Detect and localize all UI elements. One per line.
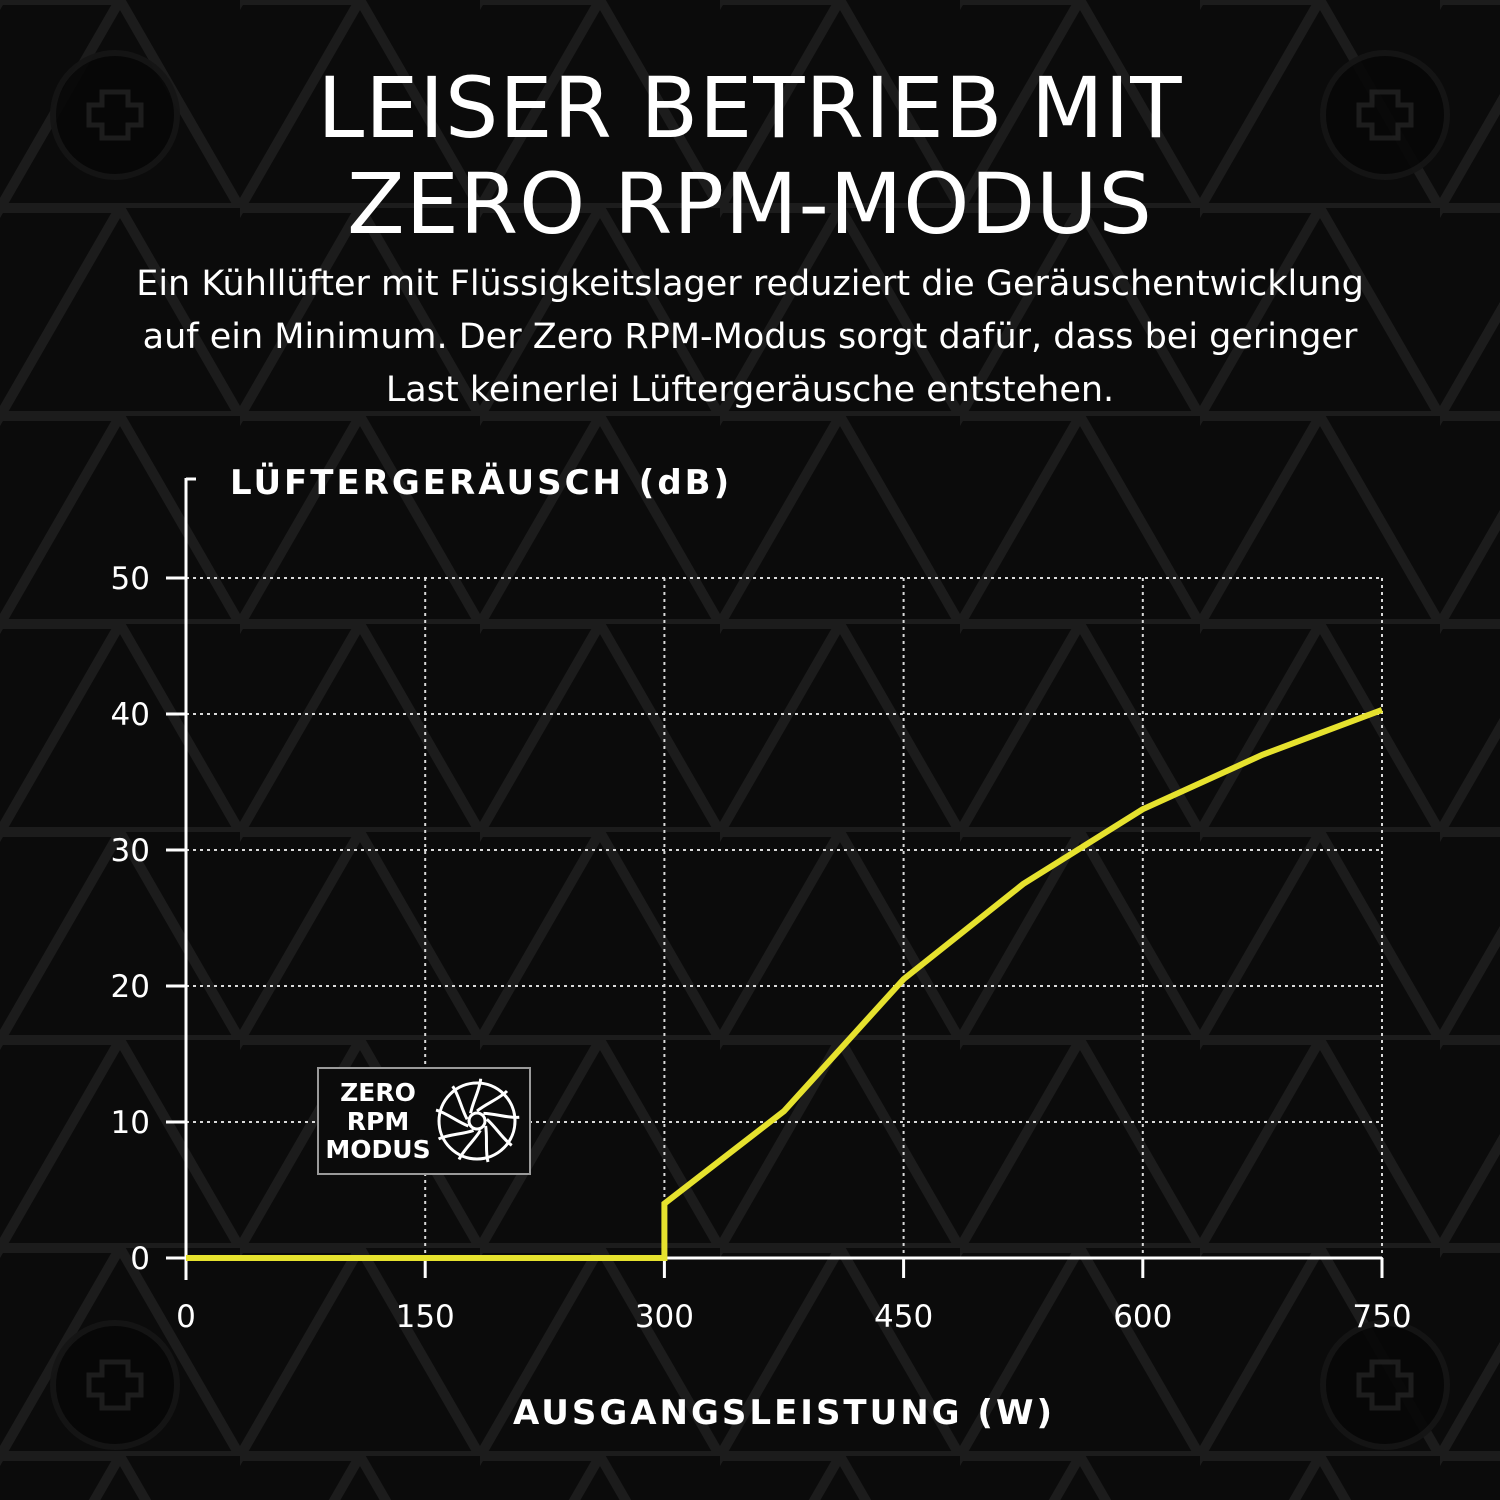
fan-blade [435, 1108, 469, 1128]
series [186, 707, 1384, 1261]
grid [186, 577, 1383, 1258]
x-tick-label: 300 [635, 1299, 694, 1335]
y-axis-title: LÜFTERGERÄUSCH (dB) [230, 462, 732, 503]
x-tick-label: 0 [176, 1299, 196, 1335]
x-tick-label: 450 [874, 1299, 933, 1335]
tick-labels: 0 10 20 30 40 50 0 150 300 450 600 750 [111, 561, 1412, 1335]
description-line-1: Ein Kühllüfter mit Flüssigkeitslager red… [136, 264, 1364, 304]
y-tick-label: 10 [111, 1105, 150, 1141]
headline-line-2: ZERO RPM-MODUS [347, 155, 1153, 253]
x-tick-label: 600 [1113, 1299, 1172, 1335]
y-tick-label: 20 [111, 969, 150, 1005]
screw-icon [1320, 1320, 1450, 1450]
headline-line-1: LEISER BETRIEB MIT [317, 59, 1183, 157]
fan-blade [483, 1111, 520, 1119]
fan-blade [485, 1118, 513, 1147]
fan-blade [484, 1125, 490, 1163]
fan-blade [437, 1128, 475, 1141]
screw-icon [50, 1320, 180, 1450]
x-axis-title: AUSGANGSLEISTUNG (W) [513, 1393, 1055, 1433]
y-tick-label: 50 [111, 561, 150, 597]
screw-icon [1320, 50, 1450, 180]
description-line-3: Last keinerlei Lüftergeräusche entstehen… [385, 370, 1115, 410]
zero-rpm-badge: ZERO RPM MODUS [317, 1067, 531, 1175]
fan-blade [476, 1089, 509, 1113]
description-line-2: auf ein Minimum. Der Zero RPM-Modus sorg… [142, 317, 1358, 357]
y-tick-label: 30 [111, 833, 150, 869]
badge-line-3: MODUS [325, 1135, 430, 1164]
y-tick-label: 40 [111, 697, 150, 733]
series-line [186, 707, 1384, 1261]
fan-icon [435, 1078, 520, 1163]
badge-line-2: RPM [347, 1107, 409, 1136]
fan-blade [469, 1078, 483, 1114]
x-tick-label: 150 [396, 1299, 455, 1335]
y-tick-label: 0 [130, 1241, 150, 1277]
x-tick-label: 750 [1352, 1299, 1411, 1335]
fan-blade [457, 1129, 482, 1161]
screw-icon [50, 50, 180, 180]
fan-blade [451, 1085, 469, 1120]
badge-line-1: ZERO [340, 1078, 416, 1107]
